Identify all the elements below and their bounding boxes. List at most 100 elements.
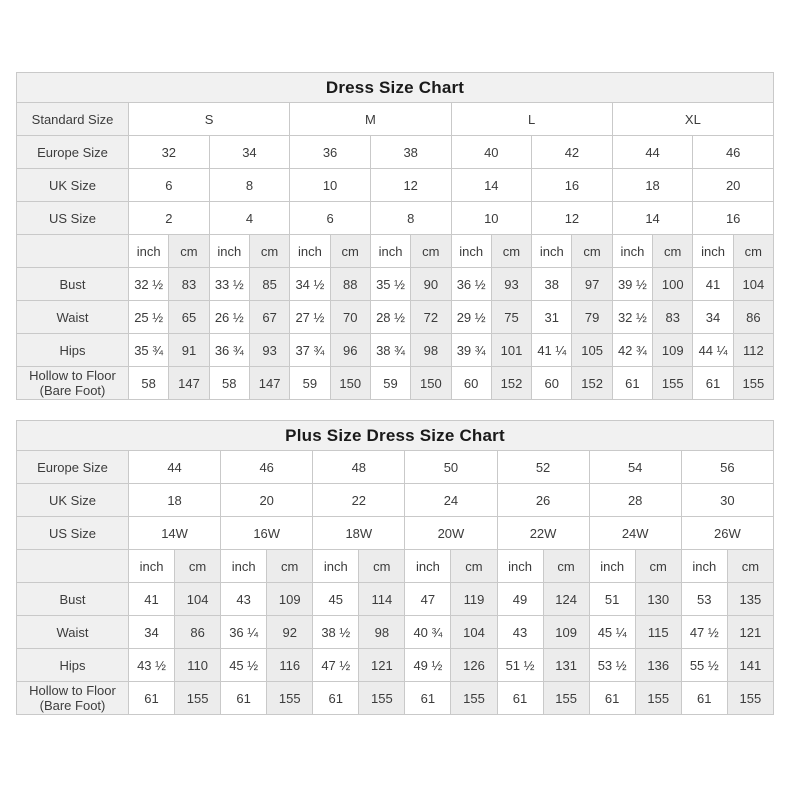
- measure-cell: 61: [312, 681, 360, 715]
- measure-cell: 36 ½: [450, 267, 492, 301]
- measure-cell: 45 ¼: [588, 615, 636, 649]
- measure-cell: 47 ½: [680, 615, 728, 649]
- measure-cell: 97: [571, 267, 613, 301]
- unit-header-cell: cm: [174, 549, 222, 583]
- measure-cell: 38: [531, 267, 573, 301]
- table-row: Hollow to Floor (Bare Foot) 58 147 58 147 59 1…: [16, 366, 775, 400]
- size-cell: 14: [611, 201, 694, 235]
- measure-cell: 36 ¾: [208, 333, 250, 367]
- measure-cell: 112: [732, 333, 775, 367]
- unit-header-cell: cm: [329, 234, 371, 268]
- unit-header-cell: inch: [588, 549, 636, 583]
- measure-cell: 109: [266, 582, 314, 616]
- row-label: US Size: [16, 201, 129, 235]
- unit-header-cell: cm: [571, 234, 613, 268]
- row-label: Hollow to Floor (Bare Foot): [16, 681, 129, 715]
- size-cell: 20: [220, 483, 314, 517]
- measure-cell: 155: [652, 366, 694, 400]
- measure-cell: 100: [652, 267, 694, 301]
- size-cell: 46: [220, 450, 314, 484]
- measure-cell: 26 ½: [208, 300, 250, 334]
- size-cell: 36: [289, 135, 371, 169]
- row-label: Hollow to Floor (Bare Foot): [16, 366, 129, 400]
- measure-cell: 91: [168, 333, 210, 367]
- measure-cell: 83: [652, 300, 694, 334]
- size-cell: 26: [496, 483, 590, 517]
- unit-header-cell: inch: [127, 234, 170, 268]
- table-row: Bust 41 104 43 109 45 114 47 119 49 124 51 130 53 135: [16, 582, 775, 616]
- unit-header-cell: cm: [168, 234, 210, 268]
- table-row: Bust 32 ½ 83 33 ½ 85 34 ½ 88 35 ½ 90 36 ½ 93 38 97 39…: [16, 267, 775, 301]
- measure-cell: 67: [248, 300, 291, 334]
- unit-header-cell: cm: [542, 549, 590, 583]
- measure-cell: 152: [490, 366, 533, 400]
- size-cell: 22W: [496, 516, 590, 550]
- measure-cell: 86: [174, 615, 222, 649]
- table-row: inch cm inch cm inch cm inch cm inch cm inch cm inch…: [16, 234, 775, 268]
- table-row: Hollow to Floor (Bare Foot) 61 155 61 155 61 1…: [16, 681, 775, 715]
- table-row: UK Size 18 20 22 24 26 28 30: [16, 483, 775, 517]
- measure-cell: 36 ¼: [220, 615, 268, 649]
- row-label: Hips: [16, 333, 129, 367]
- measure-cell: 27 ½: [289, 300, 331, 334]
- size-cell: 16: [692, 201, 774, 235]
- measure-cell: 60: [531, 366, 573, 400]
- unit-header-cell: cm: [410, 234, 452, 268]
- measure-cell: 47 ½: [312, 648, 360, 682]
- measure-cell: 141: [726, 648, 775, 682]
- measure-cell: 114: [358, 582, 406, 616]
- measure-cell: 43: [220, 582, 268, 616]
- measure-cell: 34 ½: [289, 267, 331, 301]
- unit-header-cell: inch: [312, 549, 360, 583]
- measure-cell: 83: [168, 267, 210, 301]
- unit-header-cell: inch: [127, 549, 176, 583]
- size-cell: 18W: [312, 516, 406, 550]
- size-cell: 22: [312, 483, 406, 517]
- table-row: Dress Size Chart: [16, 72, 774, 103]
- size-cell: 8: [208, 168, 291, 202]
- empty-label-cell: [16, 549, 129, 583]
- standard-size-cell: S: [127, 102, 291, 136]
- size-cell: 6: [128, 168, 210, 202]
- row-label: Europe Size: [16, 135, 129, 169]
- measure-cell: 44 ¼: [692, 333, 734, 367]
- measure-cell: 104: [450, 615, 498, 649]
- measure-cell: 51: [588, 582, 636, 616]
- measure-cell: 155: [450, 681, 498, 715]
- measure-cell: 104: [174, 582, 222, 616]
- measure-cell: 75: [490, 300, 533, 334]
- chart-title: Plus Size Dress Size Chart: [16, 420, 774, 451]
- unit-header-cell: cm: [732, 234, 775, 268]
- measure-cell: 98: [358, 615, 406, 649]
- size-cell: 54: [588, 450, 682, 484]
- measure-cell: 155: [266, 681, 314, 715]
- size-cell: 56: [680, 450, 775, 484]
- measure-cell: 31: [531, 300, 573, 334]
- measure-cell: 126: [450, 648, 498, 682]
- table-row: US Size 14W 16W 18W 20W 22W 24W 26W: [16, 516, 775, 550]
- measure-cell: 61: [692, 366, 734, 400]
- measure-cell: 41: [127, 582, 176, 616]
- standard-size-cell: L: [450, 102, 613, 136]
- table-row: Hips 43 ½ 110 45 ½ 116 47 ½ 121 49 ½ 126 51 ½ 131 5…: [16, 648, 775, 682]
- measure-cell: 155: [174, 681, 222, 715]
- measure-cell: 61: [588, 681, 636, 715]
- measure-cell: 60: [450, 366, 492, 400]
- measure-cell: 61: [404, 681, 452, 715]
- measure-cell: 155: [732, 366, 775, 400]
- table-row: Standard Size S M L XL: [16, 102, 775, 136]
- measure-cell: 49 ½: [404, 648, 452, 682]
- measure-cell: 72: [410, 300, 452, 334]
- size-cell: 50: [404, 450, 498, 484]
- size-cell: 52: [496, 450, 590, 484]
- measure-cell: 49: [496, 582, 544, 616]
- measure-cell: 93: [248, 333, 291, 367]
- measure-cell: 86: [732, 300, 775, 334]
- size-cell: 48: [312, 450, 406, 484]
- size-cell: 14W: [127, 516, 222, 550]
- measure-cell: 33 ½: [208, 267, 250, 301]
- measure-cell: 38 ¾: [369, 333, 412, 367]
- table-row: UK Size 6 8 10 12 14 16 18 20: [16, 168, 774, 202]
- measure-cell: 39 ½: [611, 267, 654, 301]
